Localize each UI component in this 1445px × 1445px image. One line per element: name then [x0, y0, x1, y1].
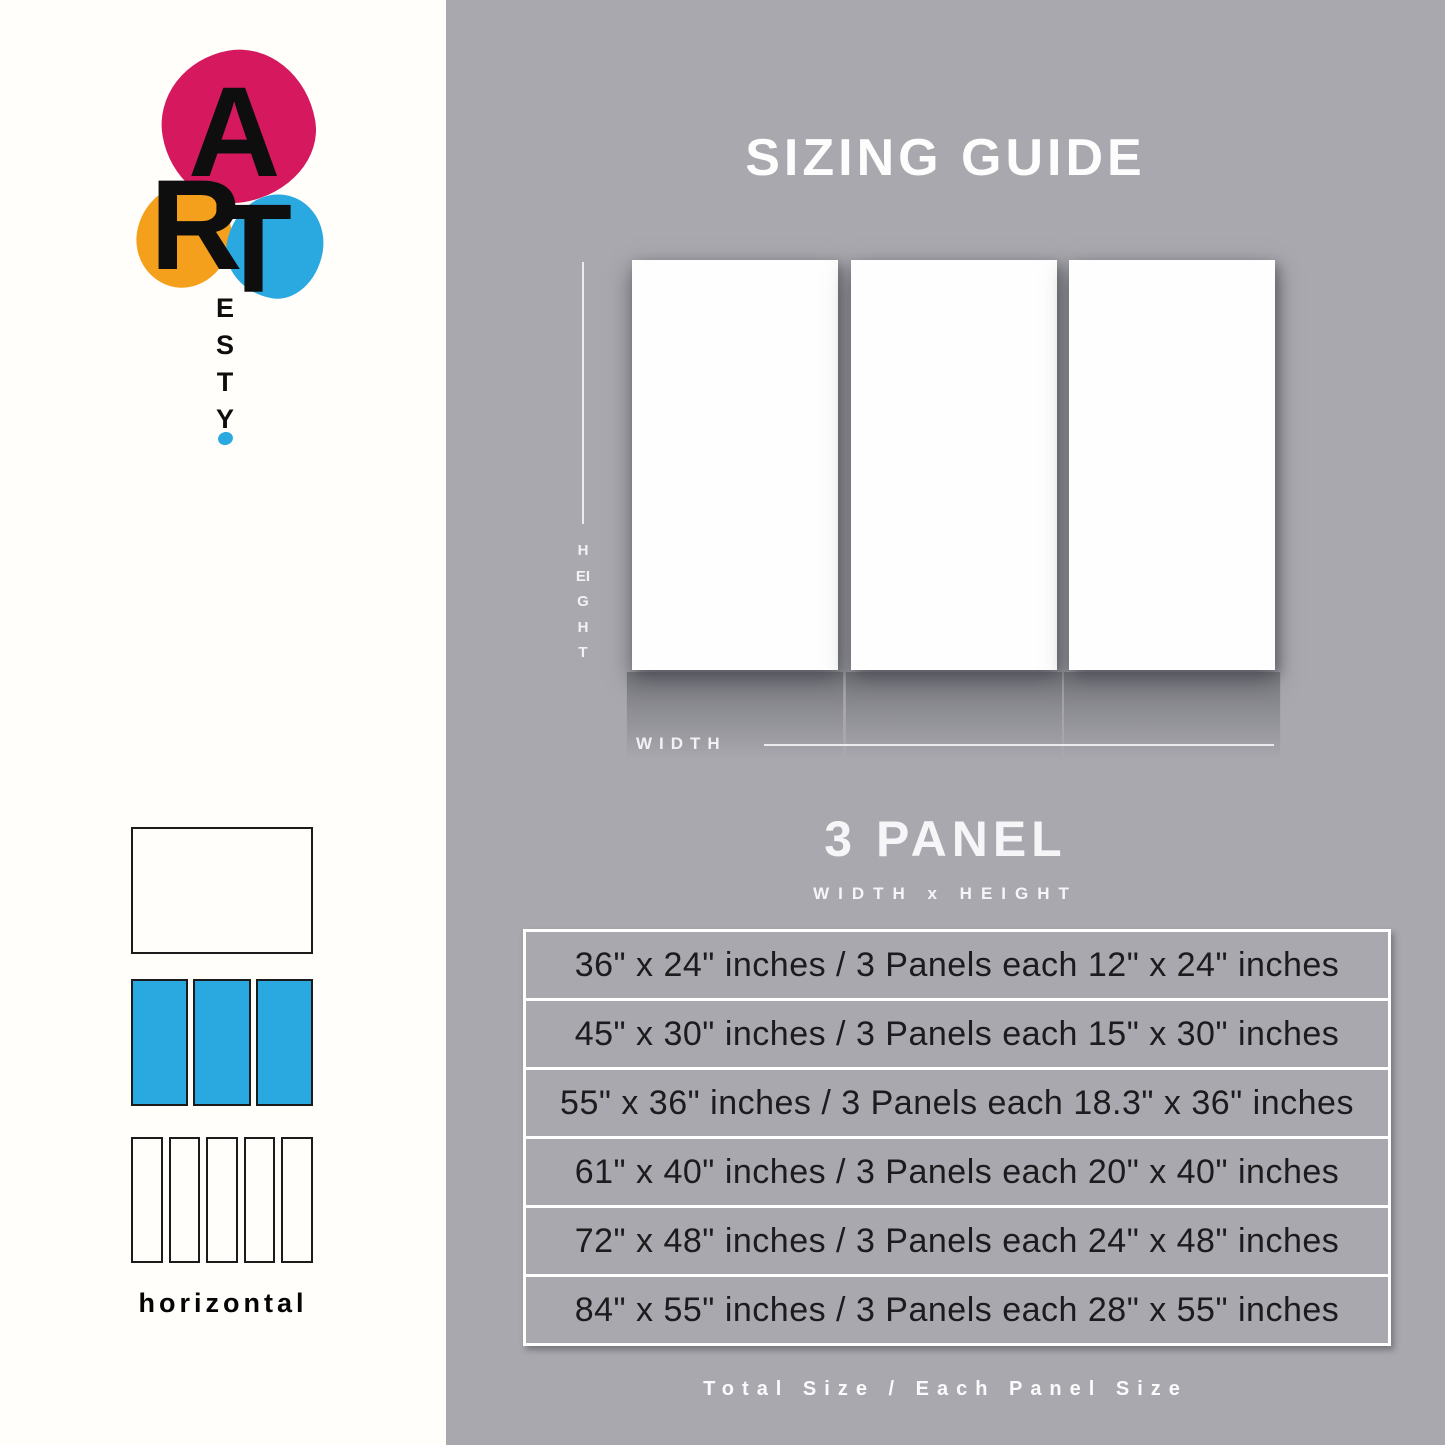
thumb-panel	[255, 979, 313, 1106]
width-dimension-line	[764, 744, 1274, 746]
logo-esty-vertical-text: ESTY	[215, 293, 234, 434]
size-row: 84" x 55" inches / 3 Panels each 28" x 5…	[526, 1277, 1388, 1343]
size-row: 36" x 24" inches / 3 Panels each 12" x 2…	[526, 932, 1388, 998]
thumb-panel	[193, 979, 251, 1106]
logo-letter-r: R	[150, 154, 243, 297]
layout-thumb-5-panel	[131, 1137, 313, 1263]
panel-reflection	[1063, 672, 1281, 760]
layout-thumb-3-panel-selected	[131, 979, 313, 1106]
thumb-panel	[131, 979, 189, 1106]
size-row: 72" x 48" inches / 3 Panels each 24" x 4…	[526, 1208, 1388, 1274]
sizing-guide-panel: SIZING GUIDE HEIGHT WIDTH 3 PANEL WIDTH …	[446, 0, 1445, 1445]
panel-count-title: 3 PANEL	[824, 811, 1067, 867]
thumb-panel	[206, 1137, 238, 1263]
size-row: 55" x 36" inches / 3 Panels each 18.3" x…	[526, 1070, 1388, 1136]
size-row: 61" x 40" inches / 3 Panels each 20" x 4…	[526, 1139, 1388, 1205]
orientation-label: horizontal	[138, 1288, 308, 1318]
canvas-panel-1	[632, 260, 838, 670]
sidebar: A R T ESTY horizontal	[0, 0, 446, 1445]
canvas-panel-3	[1069, 260, 1275, 670]
table-caption: Total Size / Each Panel Size	[703, 1378, 1188, 1400]
canvas-panel-2	[851, 260, 1057, 670]
size-row: 45" x 30" inches / 3 Panels each 15" x 3…	[526, 1001, 1388, 1067]
logo-letter-a: A	[188, 61, 281, 204]
thumb-panel	[243, 1137, 276, 1263]
panel-subtitle: WIDTH x HEIGHT	[813, 884, 1078, 903]
thumb-panel	[281, 1137, 313, 1263]
layout-thumb-1-panel	[131, 827, 313, 954]
height-dimension-line	[582, 262, 584, 524]
size-table: 36" x 24" inches / 3 Panels each 12" x 2…	[523, 929, 1391, 1346]
logo-letter-t: T	[215, 178, 292, 319]
height-label: HEIGHT	[575, 542, 591, 661]
thumb-panel	[131, 1137, 163, 1263]
page-title: SIZING GUIDE	[745, 129, 1146, 187]
panel-reflection	[845, 672, 1063, 760]
thumb-panel	[168, 1137, 201, 1263]
width-label: WIDTH	[636, 734, 727, 753]
